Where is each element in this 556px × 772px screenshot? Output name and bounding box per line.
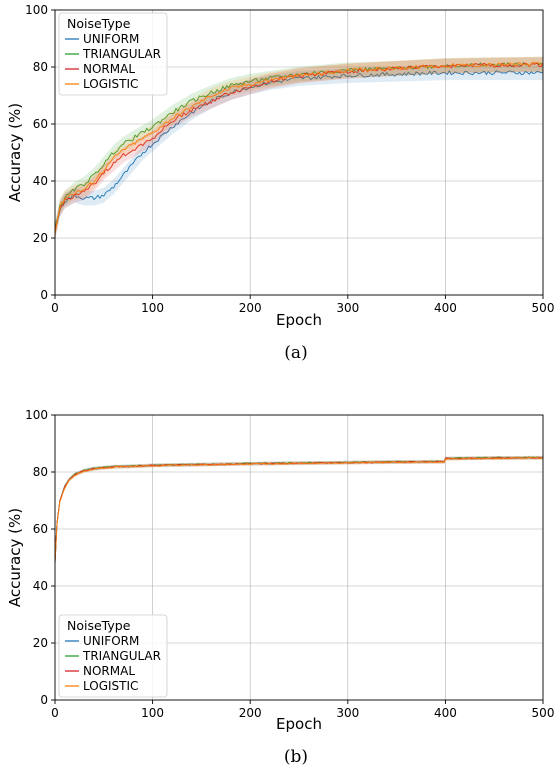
chart-panel-a: 0 100 200 300 400 500 0 20 40 60 80 100 Epoch Accurac… bbox=[6, 3, 554, 363]
x-tick-label: 300 bbox=[336, 301, 359, 315]
x-axis-title: Epoch bbox=[276, 311, 322, 329]
chart-panel-b: 0 100 200 300 400 500 0 20 40 60 80 100 Epoch Accurac… bbox=[6, 408, 554, 767]
x-tick-label: 300 bbox=[336, 706, 359, 720]
series-line-uniform bbox=[54, 69, 544, 234]
x-axis-title: Epoch bbox=[276, 715, 322, 733]
x-tick-label: 200 bbox=[239, 301, 262, 315]
series-line-uniform bbox=[54, 456, 544, 564]
x-tick-label: 100 bbox=[141, 706, 164, 720]
y-tick-label: 100 bbox=[25, 3, 48, 17]
x-tick-label: 400 bbox=[434, 706, 457, 720]
y-tick-label: 20 bbox=[33, 636, 48, 650]
legend-label-uniform: UNIFORM bbox=[83, 32, 139, 46]
legend-title: NoiseType bbox=[67, 618, 131, 633]
y-tick-label: 0 bbox=[40, 288, 48, 302]
series-line-logistic bbox=[54, 457, 544, 563]
figure-caption: (a) bbox=[284, 343, 307, 363]
legend-label-uniform: UNIFORM bbox=[83, 634, 139, 648]
legend-label-normal: NORMAL bbox=[83, 62, 135, 76]
legend-title: NoiseType bbox=[67, 16, 131, 31]
y-tick-label: 100 bbox=[25, 408, 48, 422]
y-tick-label: 80 bbox=[33, 60, 48, 74]
y-tick-label: 60 bbox=[33, 117, 48, 131]
plot-frame bbox=[54, 414, 544, 701]
x-tick-label: 0 bbox=[51, 706, 59, 720]
y-axis-title: Accuracy (%) bbox=[6, 103, 24, 202]
legend-label-logistic: LOGISTIC bbox=[83, 679, 138, 693]
legend-box bbox=[58, 12, 168, 96]
series-line-triangular bbox=[54, 456, 544, 564]
y-tick-label: 20 bbox=[33, 231, 48, 245]
x-tick-label: 100 bbox=[141, 301, 164, 315]
y-tick-label: 60 bbox=[33, 522, 48, 536]
x-tick-label: 200 bbox=[239, 706, 262, 720]
x-tick-label: 400 bbox=[434, 301, 457, 315]
series-band-logistic bbox=[55, 456, 543, 565]
x-tick-label: 0 bbox=[51, 301, 59, 315]
y-tick-label: 0 bbox=[40, 693, 48, 707]
legend-label-logistic: LOGISTIC bbox=[83, 77, 138, 91]
y-tick-label: 80 bbox=[33, 465, 48, 479]
legend-label-normal: NORMAL bbox=[83, 664, 135, 678]
series-line-logistic bbox=[54, 61, 544, 235]
x-tick-label: 500 bbox=[532, 301, 555, 315]
y-tick-label: 40 bbox=[33, 579, 48, 593]
legend-box bbox=[58, 614, 168, 698]
legend-label-triangular: TRIANGULAR bbox=[82, 649, 161, 663]
figure-caption: (b) bbox=[284, 747, 308, 767]
y-axis-title: Accuracy (%) bbox=[6, 508, 24, 607]
x-tick-label: 500 bbox=[532, 706, 555, 720]
plot-frame bbox=[54, 9, 544, 296]
series-band-uniform bbox=[55, 456, 543, 565]
legend-label-triangular: TRIANGULAR bbox=[82, 47, 161, 61]
series-line-normal bbox=[54, 456, 544, 564]
series-band-normal bbox=[55, 456, 543, 565]
y-tick-label: 40 bbox=[33, 174, 48, 188]
